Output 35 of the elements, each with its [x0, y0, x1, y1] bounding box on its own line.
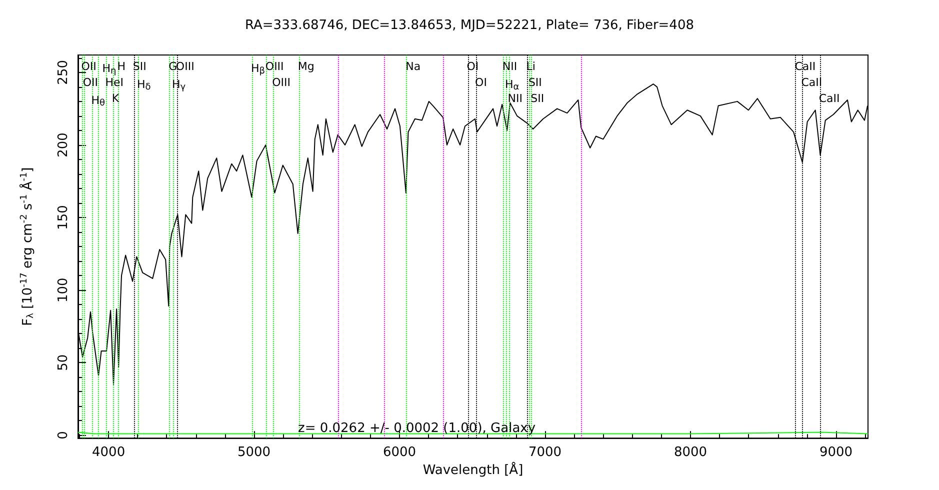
y-tick-label: 150: [56, 205, 71, 230]
x-tick-label: 6000: [382, 445, 416, 460]
ref-line-label: CaII: [794, 60, 816, 73]
x-axis-title: Wavelength [Å]: [422, 461, 524, 478]
y-tick-label: 250: [56, 60, 71, 85]
chart-title: RA=333.68746, DEC=13.84653, MJD=52221, Plate= 736, Fiber=408: [245, 18, 694, 33]
ref-line-label: NII: [502, 60, 518, 73]
y-tick-label: 200: [56, 132, 71, 158]
ref-line-label: K: [112, 92, 120, 105]
ref-line-label: CaII: [818, 92, 840, 105]
ref-line-label: SII: [528, 76, 542, 89]
ref-line-label: OIII: [176, 60, 194, 73]
y-tick-label: 0: [56, 431, 71, 440]
ref-line-label: NII: [508, 92, 523, 105]
ref-line-label: Mg: [298, 60, 314, 73]
annotation: z= 0.0262 +/- 0.0002 (1.00), Galaxy: [298, 421, 536, 436]
ref-line-label: OII: [81, 60, 96, 73]
ref-line-label: G: [168, 60, 178, 73]
x-tick-label: 8000: [674, 445, 708, 460]
x-tick-label: 5000: [237, 445, 271, 460]
ref-line-label: HeI: [105, 76, 124, 89]
x-tick-label: 7000: [528, 445, 562, 460]
ref-line-label: H: [117, 60, 126, 73]
ref-line-label: SII: [132, 60, 146, 73]
text: Fλ [10-17 erg cm-2 s-1 Å-1]: [20, 167, 36, 326]
ref-line-label: OIII: [265, 60, 284, 73]
y-tick-label: 100: [56, 278, 71, 302]
y-tick-label: 50: [56, 354, 71, 371]
x-tick-label: 4000: [92, 445, 126, 460]
ref-line-label: SII: [530, 92, 544, 105]
ref-line-label: OII: [82, 76, 98, 89]
ref-line-label: OI: [475, 76, 487, 89]
x-tick-label: 9000: [819, 445, 853, 460]
ref-line-label: Na: [406, 60, 421, 73]
ref-line-label: OIII: [272, 76, 290, 89]
